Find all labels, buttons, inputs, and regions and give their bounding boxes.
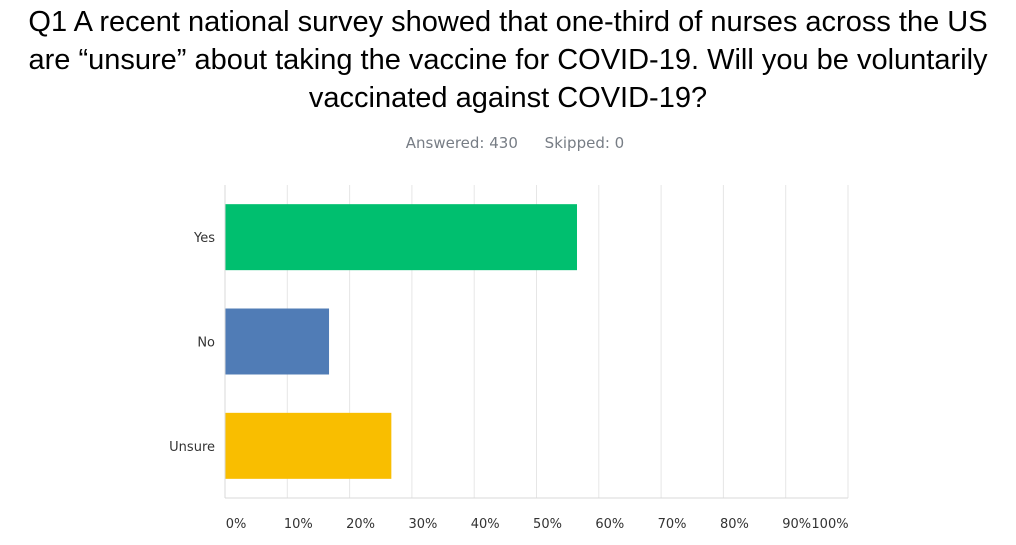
x-tick-label: 70% [658, 517, 687, 532]
labels: 0% 10% 20% 30% 40% 50% 60% 70% 80% 90% 100% Yes No Un… [169, 231, 848, 532]
category-label-yes: Yes [193, 231, 215, 246]
response-stats: Answered: 430 Skipped: 0 [0, 134, 1016, 152]
x-tick-label: 60% [595, 517, 624, 532]
x-tick-label: 50% [533, 517, 562, 532]
x-tick-label: 30% [408, 517, 437, 532]
axes [224, 185, 848, 499]
x-tick-label: 0% [226, 517, 247, 532]
x-tick-label: 40% [471, 517, 500, 532]
x-tick-label: 10% [284, 517, 313, 532]
skipped-count: Skipped: 0 [544, 134, 625, 152]
x-tick-label: 20% [346, 517, 375, 532]
bars [225, 204, 577, 479]
bar-no[interactable] [225, 308, 330, 375]
bar-yes[interactable] [225, 204, 577, 271]
bar-unsure[interactable] [225, 412, 392, 479]
x-tick-label: 80% [720, 517, 749, 532]
category-label-unsure: Unsure [169, 440, 215, 455]
category-label-no: No [197, 336, 215, 351]
x-tick-label: 90% [782, 517, 811, 532]
x-tick-label: 100% [811, 517, 848, 532]
question-title: Q1 A recent national survey showed that … [28, 6, 988, 114]
answered-count: Answered: 430 [405, 134, 518, 152]
